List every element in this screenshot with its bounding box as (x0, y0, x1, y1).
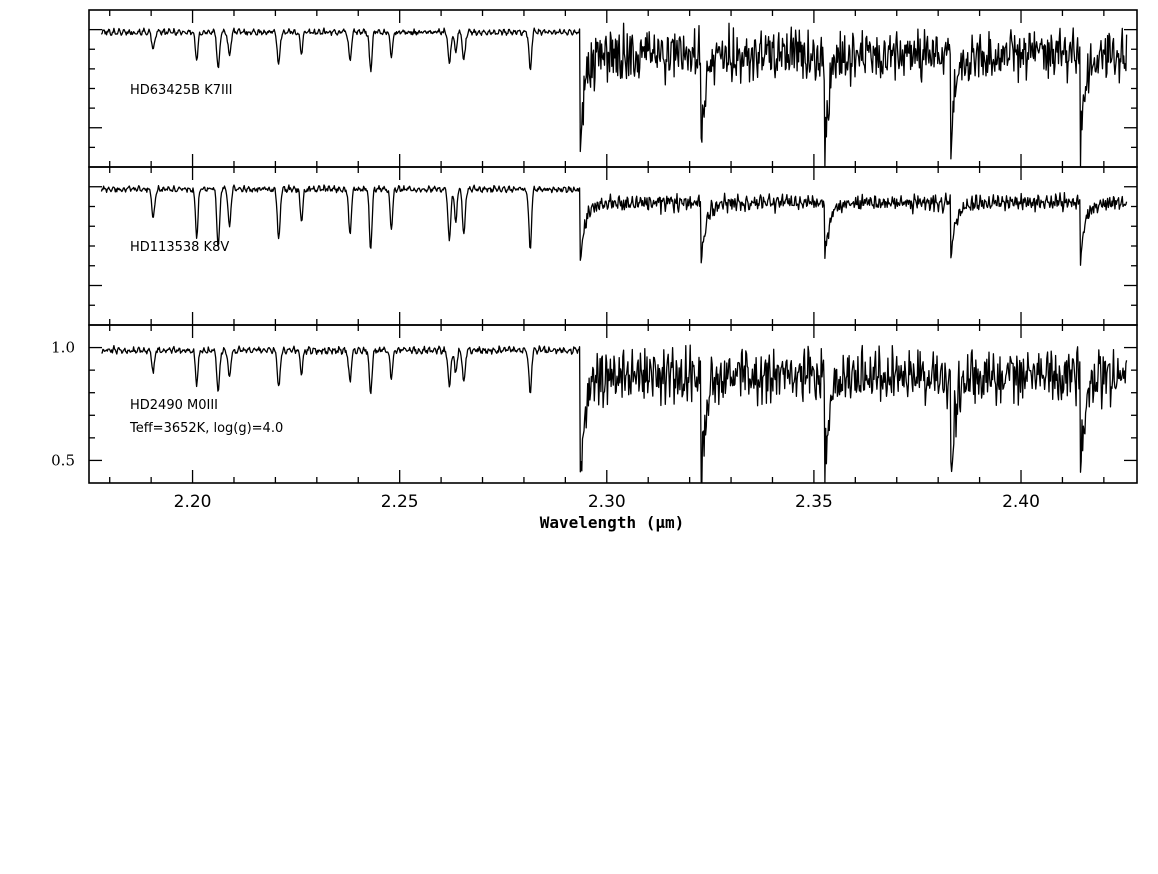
spectrum-panel-1: HD63425B K7III (88, 9, 1138, 168)
spectrum-line (100, 22, 1128, 167)
spectrum-line (101, 344, 1128, 483)
star-label: Teff=3652K, log(g)=4.0 (129, 421, 283, 436)
y-tick-label: 0.5 (51, 451, 75, 469)
x-tick-label: 2.35 (795, 492, 833, 512)
spectra-panels: HD63425B K7III HD113538 K8V 1.0 0.5 HD2490 M… (51, 9, 1138, 484)
star-label: HD2490 M0III (130, 398, 218, 413)
x-axis-title: Wavelength (μm) (540, 513, 685, 532)
spectrum-panel-2: HD113538 K8V (88, 166, 1138, 326)
y-tick-label: 1.0 (51, 339, 75, 357)
panel-frame (88, 324, 1138, 484)
x-tick-label: 2.20 (174, 492, 212, 512)
x-tick-label: 2.40 (1002, 492, 1040, 512)
x-axis: 2.20 2.25 2.30 2.35 2.40 (174, 492, 1040, 512)
star-label: HD113538 K8V (130, 240, 229, 255)
x-tick-label: 2.30 (588, 492, 626, 512)
x-tick-label: 2.25 (381, 492, 419, 512)
spectrum-panel-3: 1.0 0.5 HD2490 M0III Teff=3652K, log(g)=4.0 (51, 324, 1138, 484)
spectrum-line (100, 184, 1128, 266)
star-label: HD63425B K7III (130, 83, 233, 98)
